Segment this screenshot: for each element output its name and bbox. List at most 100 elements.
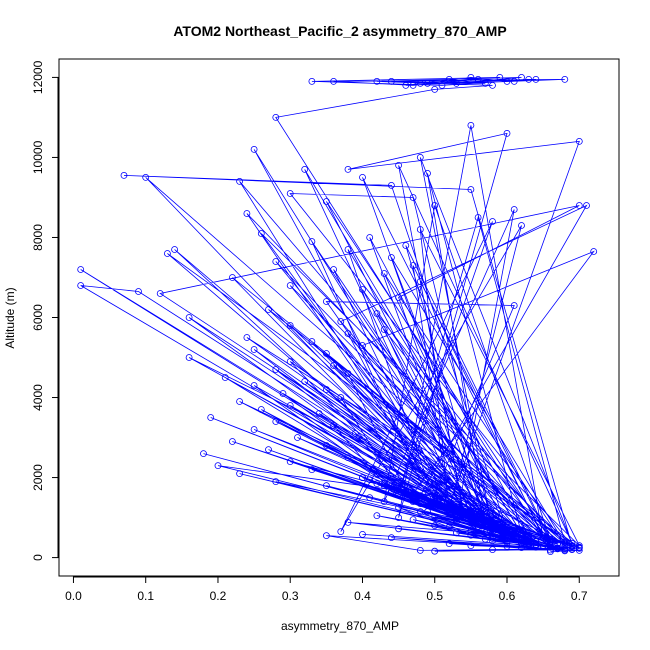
x-tick-label: 0.0: [65, 589, 82, 603]
data-point: [416, 494, 424, 502]
data-point: [409, 194, 417, 201]
data-point: [163, 250, 171, 257]
data-point: [402, 242, 410, 249]
y-axis: 0 2000 4000 6000 8000 10000 12000: [31, 60, 59, 561]
data-point: [452, 506, 460, 514]
data-point: [518, 537, 525, 545]
data-point: [265, 306, 272, 313]
data-point: [395, 294, 403, 301]
data-point: [416, 226, 424, 233]
data-point: [568, 542, 576, 549]
data-point: [380, 482, 388, 490]
x-tick-label: 0.2: [210, 589, 227, 603]
data-point: [279, 390, 287, 397]
data-point: [402, 488, 410, 496]
data-point: [416, 492, 424, 500]
x-axis-label: asymmetry_870_AMP: [281, 619, 399, 633]
data-point: [503, 526, 511, 533]
data-point: [380, 498, 388, 506]
data-point: [561, 542, 569, 549]
data-point: [322, 442, 330, 449]
y-tick-label: 10000: [31, 140, 45, 174]
data-point: [395, 161, 403, 169]
data-point: [518, 222, 525, 229]
y-tick-label: 4000: [31, 384, 45, 411]
data-point: [489, 537, 496, 545]
data-point: [380, 326, 388, 333]
data-point: [77, 266, 85, 273]
data-point: [286, 358, 294, 365]
data-point: [373, 480, 381, 488]
data-point: [214, 462, 222, 470]
data-point: [489, 524, 496, 531]
data-point: [452, 514, 460, 521]
data-point: [373, 310, 381, 317]
data-point: [286, 402, 294, 409]
data-point: [387, 78, 395, 85]
x-axis: 0.0 0.1 0.2 0.3 0.4 0.5 0.6 0.7: [65, 576, 588, 603]
data-point: [547, 538, 554, 545]
data-point: [496, 524, 504, 531]
data-point: [481, 529, 489, 537]
data-point: [228, 274, 236, 281]
data-point: [308, 338, 316, 345]
data-point: [445, 504, 453, 512]
data-point: [344, 370, 352, 377]
data-point: [424, 502, 431, 510]
data-point: [590, 248, 598, 255]
data-point: [207, 414, 215, 421]
data-point: [380, 480, 388, 488]
y-axis-label: Altitude (m): [3, 287, 17, 348]
data-point: [561, 76, 569, 83]
data-point: [236, 177, 244, 185]
data-point: [359, 173, 366, 181]
data-point: [481, 535, 489, 543]
data-point: [452, 518, 460, 525]
data-point: [467, 531, 475, 539]
data-point: [373, 512, 381, 519]
data-point: [525, 532, 533, 539]
data-point: [322, 386, 330, 393]
data-point: [561, 539, 569, 546]
data-point: [518, 544, 525, 551]
series-line: [80, 76, 595, 552]
data-point: [467, 74, 475, 81]
x-tick-label: 0.1: [137, 589, 154, 603]
data-point: [467, 186, 475, 193]
data-point: [503, 538, 511, 545]
data-point: [568, 539, 576, 547]
data-point: [547, 536, 554, 543]
data-point: [344, 454, 352, 462]
data-point: [387, 482, 395, 490]
data-point: [337, 394, 345, 401]
data-point: [575, 137, 583, 145]
data-point: [525, 535, 533, 543]
x-tick-label: 0.3: [282, 589, 299, 603]
data-point: [518, 530, 525, 537]
data-point: [142, 173, 150, 181]
data-point: [387, 254, 395, 261]
data-point: [236, 398, 244, 405]
data-point: [330, 422, 338, 429]
data-point: [265, 446, 272, 454]
data-point: [424, 169, 431, 177]
data-point: [532, 76, 540, 83]
data-point: [431, 547, 439, 555]
data-point: [474, 516, 482, 523]
data-point: [366, 494, 374, 502]
data-point: [474, 76, 482, 83]
data-point: [525, 76, 533, 83]
data-point: [445, 502, 453, 510]
data-point: [322, 350, 330, 357]
data-point: [575, 202, 583, 209]
data-point: [539, 534, 547, 541]
data-point: [467, 528, 475, 535]
data-point: [272, 366, 280, 373]
data-point: [322, 482, 330, 490]
data-point: [503, 533, 511, 541]
data-point: [171, 246, 179, 253]
data-point: [322, 298, 330, 305]
data-point: [228, 438, 236, 445]
data-point: [395, 514, 403, 521]
data-point: [402, 82, 410, 89]
